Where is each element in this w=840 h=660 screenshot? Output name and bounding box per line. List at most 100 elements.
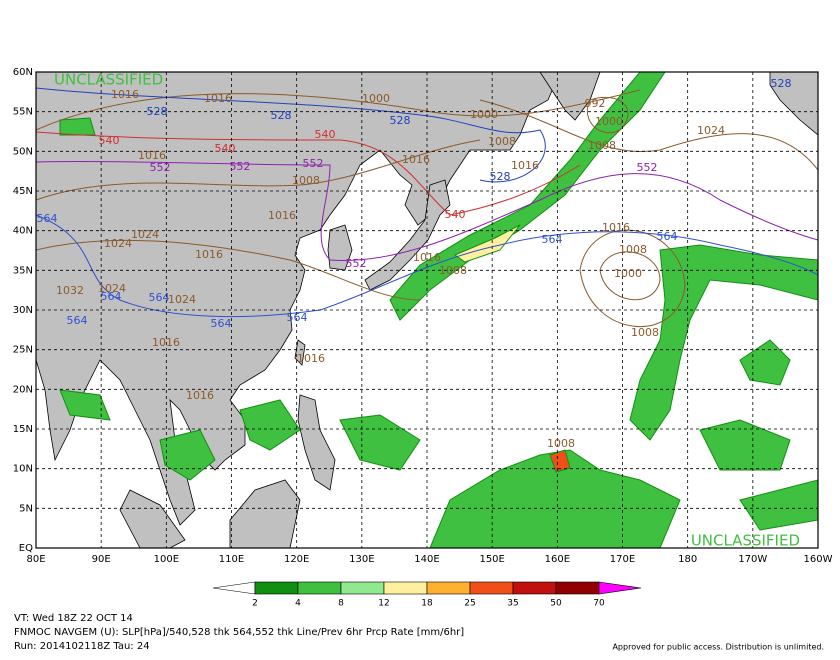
contour-label: 1000 — [470, 108, 498, 121]
contour-label: 1008 — [631, 326, 659, 339]
lon-label: 180 — [678, 554, 697, 565]
contour-label: 564 — [211, 317, 232, 330]
colorbar-box — [555, 581, 600, 595]
thickness — [36, 214, 818, 318]
isobar — [586, 96, 629, 134]
contour-label: 1008 — [619, 243, 647, 256]
contour-label: 1016 — [111, 88, 139, 101]
isobar — [36, 239, 421, 301]
thickness — [36, 87, 546, 183]
isobar — [579, 229, 686, 328]
approval: Approved for public access. Distribution… — [612, 643, 824, 652]
lon-label: 160E — [545, 554, 570, 565]
lat-label: 55N — [13, 107, 33, 118]
contour-label: 528 — [271, 109, 292, 122]
contour-label: 1032 — [56, 284, 84, 297]
lon-label: 80E — [26, 554, 45, 565]
lon-label: 170W — [738, 554, 767, 565]
colorbar-box — [383, 581, 428, 595]
contour-label: 552 — [303, 157, 324, 170]
contour-label: 1016 — [268, 209, 296, 222]
contour-label: 1000 — [595, 115, 623, 128]
isobar — [36, 89, 641, 131]
precip-band — [629, 244, 818, 441]
product: FNMOC NAVGEM (U): SLP[hPa]/540,528 thk 5… — [14, 627, 464, 638]
lat-label: EQ — [19, 543, 33, 554]
isobar — [36, 139, 481, 201]
contour-label: 1016 — [602, 221, 630, 234]
contour-label: 1008 — [547, 437, 575, 450]
colorbar-box — [297, 581, 342, 595]
thickness — [36, 161, 818, 261]
lon-label: 120E — [284, 554, 309, 565]
isobar — [599, 251, 661, 301]
lon-label: 160W — [804, 554, 833, 565]
colorbar-label: 50 — [550, 599, 562, 609]
contour-label: 1016 — [402, 153, 430, 166]
classification-top: UNCLASSIFIED — [54, 71, 163, 89]
land-japan — [364, 179, 451, 291]
contour-label: 1016 — [413, 251, 441, 264]
contour-label: 1008 — [439, 264, 467, 277]
contour-label: 564 — [67, 314, 88, 327]
contour-label: 540 — [99, 134, 120, 147]
map-frame — [35, 71, 819, 549]
precip-band — [739, 479, 818, 531]
lat-label: 50N — [13, 146, 33, 157]
colorbar-label: 4 — [295, 599, 301, 609]
colorbar-label: 70 — [593, 599, 605, 609]
contour-label: 552 — [637, 161, 658, 174]
contour-label: 1016 — [511, 159, 539, 172]
contour-label: 1000 — [362, 92, 390, 105]
colorbar-label: 2 — [252, 599, 258, 609]
lon-label: 150E — [479, 554, 504, 565]
lat-label: 40N — [13, 226, 33, 237]
contour-label: 1008 — [488, 135, 516, 148]
contour-label: 1024 — [131, 228, 159, 241]
contour-label: 1016 — [186, 389, 214, 402]
classification-bottom: UNCLASSIFIED — [691, 532, 800, 550]
contour-label: 540 — [445, 208, 466, 221]
precip-band — [159, 429, 216, 481]
colorbar-label: 35 — [507, 599, 518, 609]
lon-label: 140E — [414, 554, 439, 565]
land-kamchatka — [539, 72, 601, 121]
contour-label: 552 — [230, 160, 251, 173]
colorbar-box — [426, 581, 471, 595]
contour-label: 564 — [542, 233, 563, 246]
precip-band — [59, 117, 96, 136]
contour-labels: 1016 1016 10001000100810169921000100810241… — [37, 77, 792, 450]
land-taiwan — [294, 339, 306, 366]
precip-band — [59, 389, 111, 421]
colorbar-label: 12 — [378, 599, 389, 609]
contour-label: 1024 — [697, 124, 725, 137]
colorbar-label: 25 — [464, 599, 475, 609]
lon-label: 90E — [92, 554, 111, 565]
contour-label: 540 — [315, 128, 336, 141]
graticule — [36, 72, 818, 548]
contour-label: 1024 — [168, 293, 196, 306]
land-sumatra — [119, 489, 186, 548]
lat-label: 5N — [19, 503, 33, 514]
lon-label: 130E — [349, 554, 374, 565]
colorbar-high — [598, 581, 642, 595]
precip-band — [699, 419, 791, 471]
precip-cell — [549, 449, 571, 473]
lat-label: 20N — [13, 384, 33, 395]
contour-label: 528 — [490, 170, 511, 183]
contour-label: 552 — [150, 161, 171, 174]
isobar — [479, 99, 818, 171]
colorbar: 2 4 8 12 18 25 35 50 70 — [212, 581, 642, 609]
contour-label: 1016 — [138, 149, 166, 162]
contour-label: 564 — [149, 291, 170, 304]
lon-label: 110E — [219, 554, 244, 565]
contour-label: 552 — [346, 257, 367, 270]
contour-label: 1016 — [195, 248, 223, 261]
lat-label: 30N — [13, 305, 33, 316]
contour-label: 564 — [101, 290, 122, 303]
lon-label: 100E — [154, 554, 179, 565]
lon-label: 170E — [610, 554, 635, 565]
contour-label: 528 — [390, 114, 411, 127]
